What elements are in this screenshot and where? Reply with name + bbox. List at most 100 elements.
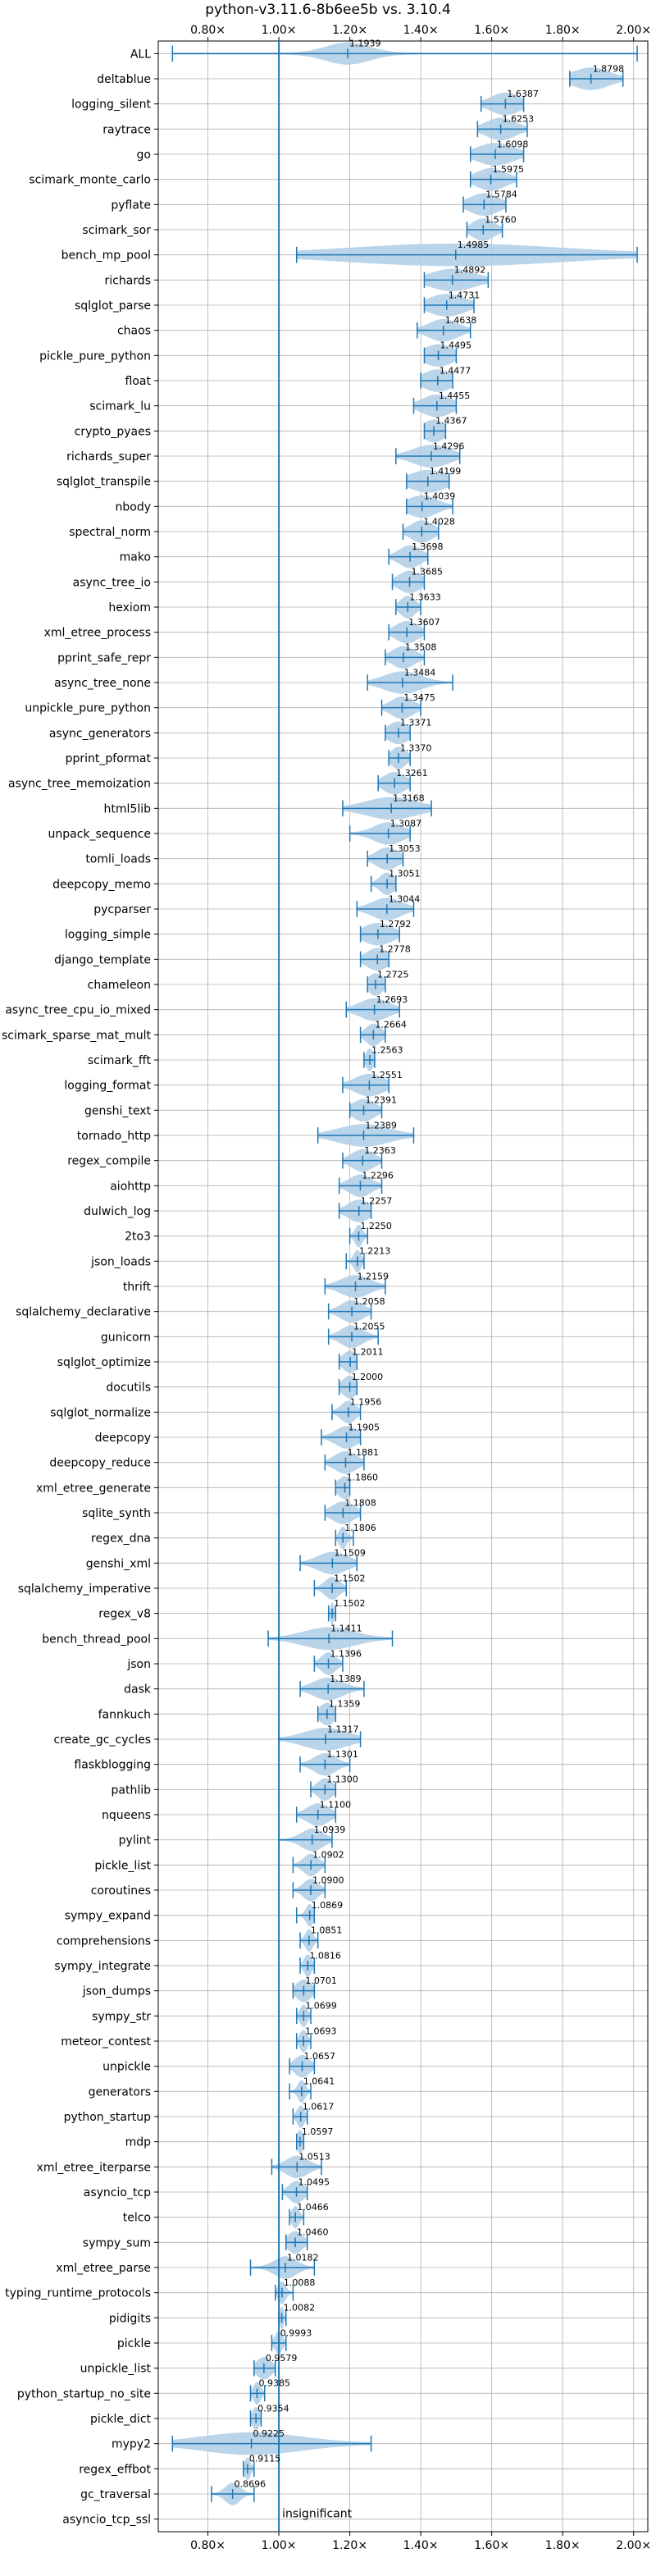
value-label: 1.4455	[439, 391, 471, 401]
category-label: asyncio_tcp_ssl	[62, 2514, 151, 2527]
value-label: 1.3370	[400, 742, 432, 753]
category-label: crypto_pyaes	[75, 425, 151, 438]
category-label: hexiom	[108, 601, 151, 614]
category-label: pylint	[119, 1834, 152, 1848]
value-label: 1.2563	[371, 1044, 403, 1055]
category-label: raytrace	[102, 123, 151, 136]
category-label: float	[125, 375, 152, 388]
category-label: xml_etree_process	[44, 627, 151, 640]
x-tick-label-bottom: 1.80×	[545, 2539, 581, 2552]
category-label: scimark_sparse_mat_mult	[2, 1029, 151, 1042]
value-label: 1.0869	[312, 1900, 344, 1911]
value-label: 1.6098	[497, 139, 529, 149]
value-label: 1.2363	[364, 1145, 396, 1156]
category-label: json_dumps	[82, 1985, 151, 1998]
category-label: xml_etree_parse	[56, 2262, 151, 2275]
category-label: richards	[105, 274, 152, 287]
category-label: gc_traversal	[80, 2488, 151, 2501]
category-label: comprehensions	[57, 1934, 151, 1948]
category-label: tomli_loads	[85, 853, 151, 866]
value-label: 1.3484	[404, 667, 436, 678]
value-label: 1.2000	[352, 1372, 384, 1382]
category-label: scimark_sor	[82, 224, 151, 237]
value-label: 1.0816	[309, 1950, 341, 1961]
value-label: 1.3051	[389, 869, 421, 879]
value-label: 1.1806	[344, 1523, 376, 1533]
category-label: pickle_dict	[90, 2413, 152, 2426]
value-label: 0.9385	[258, 2378, 290, 2389]
value-label: 1.3508	[405, 642, 436, 653]
value-label: 1.0460	[297, 2227, 329, 2238]
value-label: 1.0597	[302, 2126, 334, 2137]
x-tick-label-bottom: 1.40×	[403, 2539, 439, 2552]
category-label: django_template	[54, 953, 151, 966]
category-label: bench_thread_pool	[42, 1633, 151, 1646]
category-label: sympy_sum	[83, 2236, 151, 2249]
chart-title: python-v3.11.6-8b6ee5b vs. 3.10.4	[205, 2, 451, 18]
category-label: pickle_list	[94, 1859, 151, 1872]
value-label: 0.8696	[235, 2478, 266, 2489]
value-label: 1.4039	[424, 491, 456, 502]
category-label: json_loads	[90, 1255, 151, 1268]
category-label: pathlib	[112, 1784, 152, 1797]
category-label: pycparser	[93, 903, 151, 916]
category-label: scimark_fft	[88, 1054, 152, 1067]
category-label: sqlalchemy_imperative	[18, 1583, 151, 1596]
value-label: 1.1502	[334, 1573, 366, 1583]
value-labels: 1.1939 1.8798 1.6387 1.6253 1.6098 1.5975 1.57…	[235, 39, 625, 2490]
category-label: logging_format	[64, 1080, 151, 1093]
value-label: 1.1389	[330, 1674, 362, 1684]
category-label: coroutines	[91, 1884, 151, 1898]
category-label: regex_compile	[67, 1155, 151, 1168]
axis-ticks: 0.80× 0.80× 1.00× 1.00× 1.20× 1.20× 1.40× 1.40×…	[154, 24, 651, 2552]
category-label: go	[137, 148, 151, 162]
value-label: 1.2213	[359, 1246, 391, 1257]
value-label: 1.3698	[412, 541, 444, 552]
value-label: 1.1301	[326, 1749, 358, 1760]
value-label: 1.3261	[396, 768, 428, 779]
value-label: 1.0699	[305, 2001, 337, 2012]
value-label: 1.3685	[412, 567, 444, 578]
value-label: 1.2693	[376, 994, 408, 1005]
value-label: 1.0088	[284, 2277, 316, 2288]
value-label: 0.9579	[266, 2353, 298, 2364]
category-label: scimark_lu	[89, 400, 151, 413]
value-label: 1.1411	[330, 1624, 362, 1634]
value-label: 1.2389	[365, 1120, 397, 1130]
category-label: unpickle_list	[80, 2363, 152, 2376]
value-label: 1.4892	[454, 265, 486, 276]
category-label: pickle_pure_python	[39, 349, 151, 363]
category-label: mdp	[125, 2136, 152, 2149]
value-label: 1.6387	[507, 89, 539, 99]
value-label: 1.2159	[357, 1271, 389, 1281]
value-label: 1.1860	[347, 1473, 379, 1483]
value-label: 1.4477	[440, 365, 472, 376]
value-label: 1.4638	[445, 315, 477, 326]
x-tick-label-top: 1.00×	[262, 24, 297, 37]
category-label: regex_dna	[91, 1532, 151, 1546]
value-label: 1.3053	[389, 843, 420, 854]
value-label: 1.1100	[320, 1799, 352, 1810]
category-label: deltablue	[97, 73, 151, 86]
category-label: sqlglot_parse	[75, 299, 151, 313]
category-label: sqlalchemy_declarative	[16, 1306, 151, 1319]
value-label: 1.5784	[485, 190, 517, 200]
category-label: nbody	[116, 500, 152, 514]
category-label: async_tree_none	[54, 677, 151, 690]
category-label: fannkuch	[98, 1708, 151, 1721]
value-label: 1.0693	[305, 2026, 337, 2036]
value-label: 1.0182	[287, 2252, 319, 2263]
x-tick-label-top: 0.80×	[190, 24, 226, 37]
value-label: 1.4731	[449, 290, 481, 300]
value-label: 1.2725	[377, 969, 409, 980]
category-label: json	[126, 1658, 151, 1671]
value-label: 1.0641	[303, 2076, 335, 2087]
value-label: 1.2011	[352, 1346, 384, 1357]
value-label: 1.0701	[305, 1975, 337, 1986]
insignificant-annotation: insignificant	[282, 2508, 353, 2521]
value-label: 1.0495	[298, 2176, 330, 2187]
category-label: pprint_safe_repr	[57, 651, 151, 665]
value-label: 1.0900	[312, 1875, 344, 1885]
category-labels: ALL deltablue logging_silent raytrace go scim…	[2, 48, 152, 2526]
category-label: xml_etree_iterparse	[37, 2161, 151, 2174]
